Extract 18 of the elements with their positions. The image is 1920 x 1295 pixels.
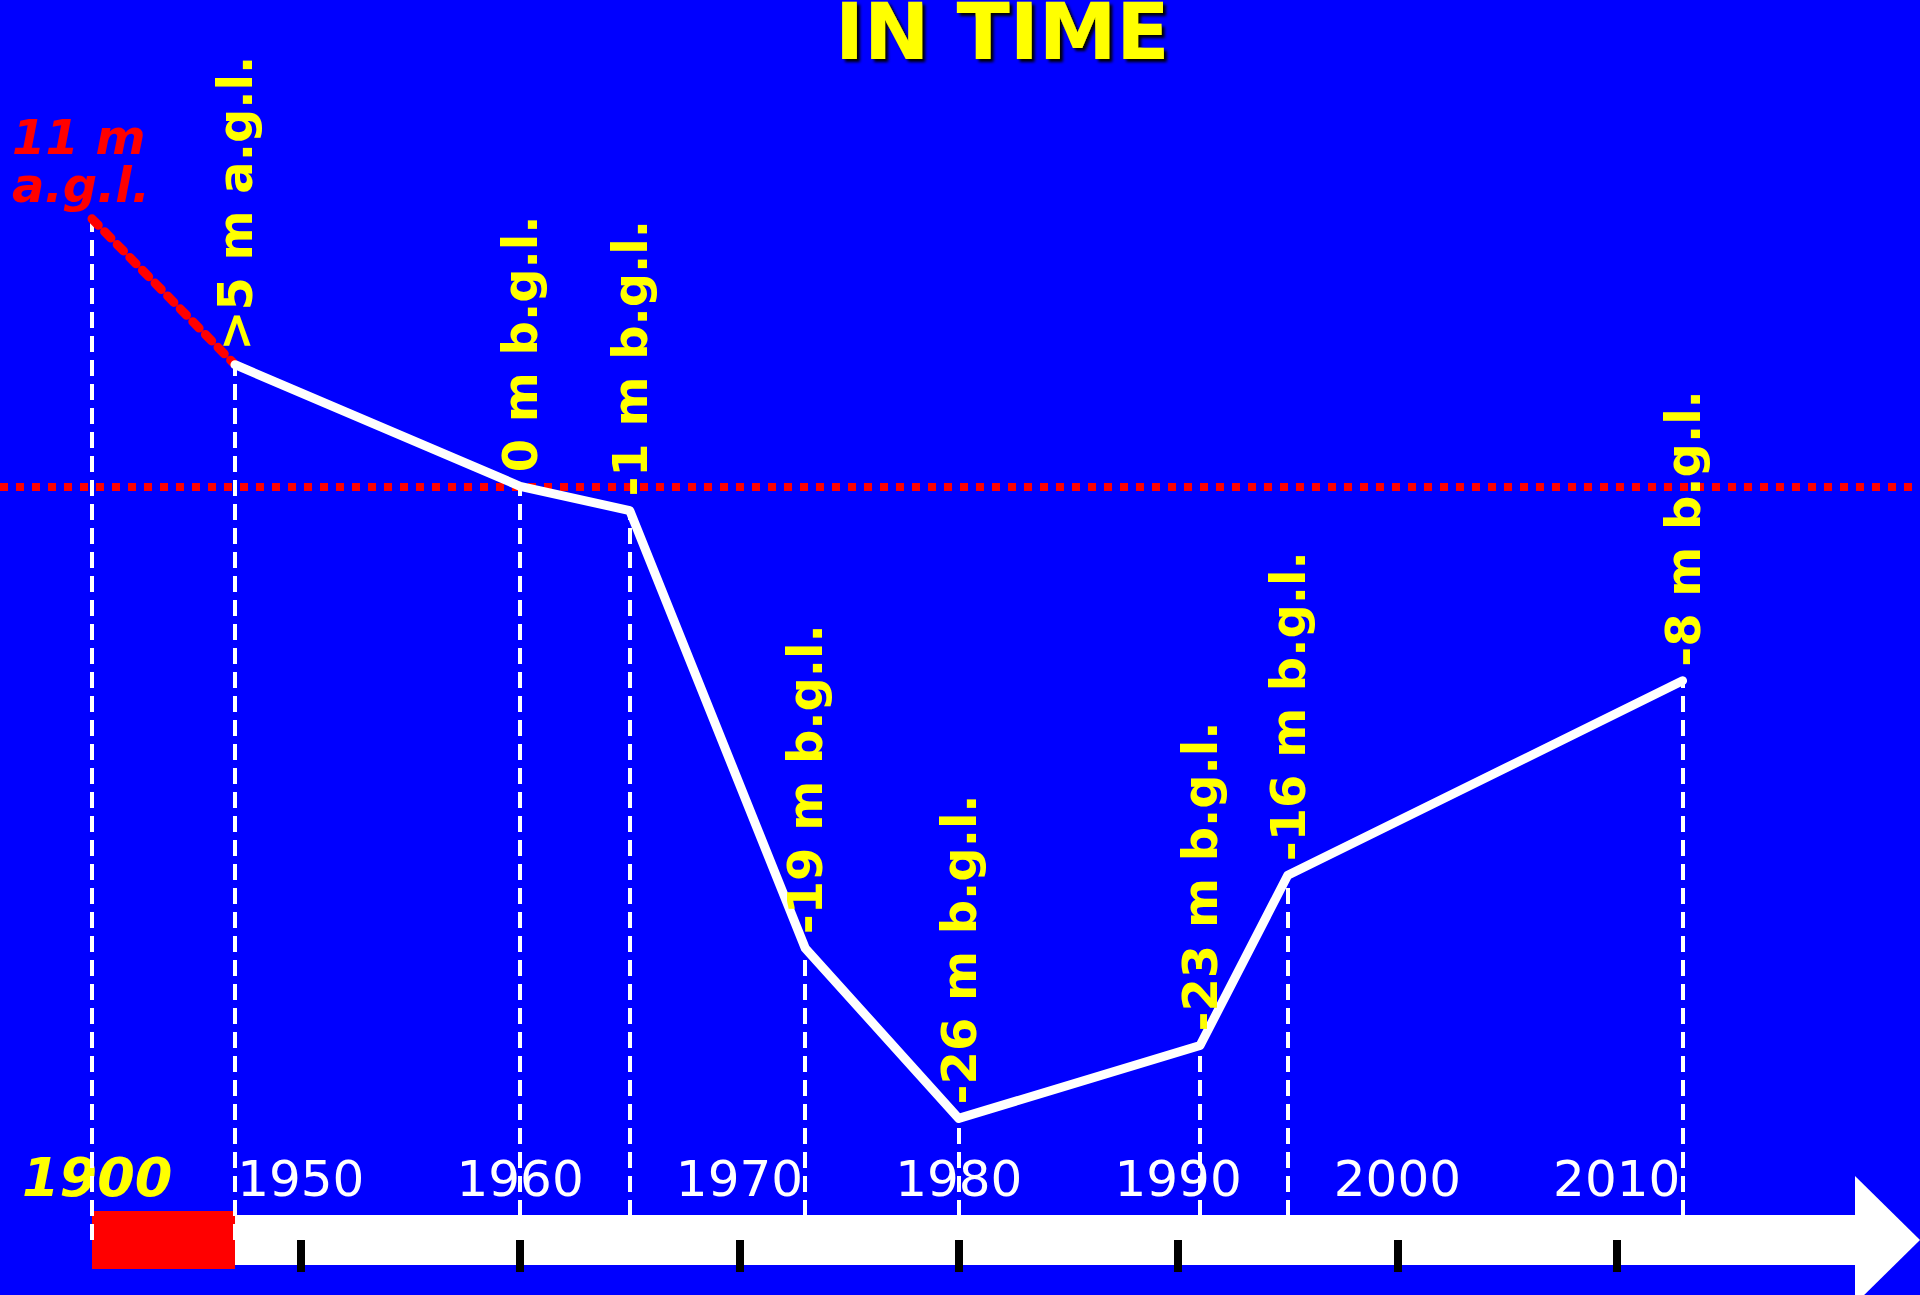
x-tick-label: 1980 xyxy=(895,1150,1023,1208)
data-label: -16 m b.g.l. xyxy=(1259,551,1316,862)
data-label: 11 m a.g.l. xyxy=(12,108,163,213)
data-label: 0 m b.g.l. xyxy=(492,215,549,473)
chart-title: IN TIME xyxy=(835,0,1170,77)
x-tick-label: 2010 xyxy=(1553,1150,1681,1208)
data-label: -26 m b.g.l. xyxy=(930,794,987,1105)
x-tick-label: 1950 xyxy=(237,1150,365,1208)
x-tick-label: 2000 xyxy=(1333,1150,1462,1208)
data-label: -8 m b.g.l. xyxy=(1654,390,1711,667)
data-label: >5 m a.g.l. xyxy=(207,55,263,351)
x-tick-label: 1990 xyxy=(1114,1150,1242,1208)
data-label: -19 m b.g.l. xyxy=(777,624,834,935)
data-label: -23 m b.g.l. xyxy=(1172,721,1229,1032)
x-tick-label: 1970 xyxy=(675,1150,804,1208)
text: 1900 xyxy=(22,1145,173,1209)
data-label: -1 m b.g.l. xyxy=(601,219,658,497)
x-tick-label: 1960 xyxy=(456,1150,584,1208)
